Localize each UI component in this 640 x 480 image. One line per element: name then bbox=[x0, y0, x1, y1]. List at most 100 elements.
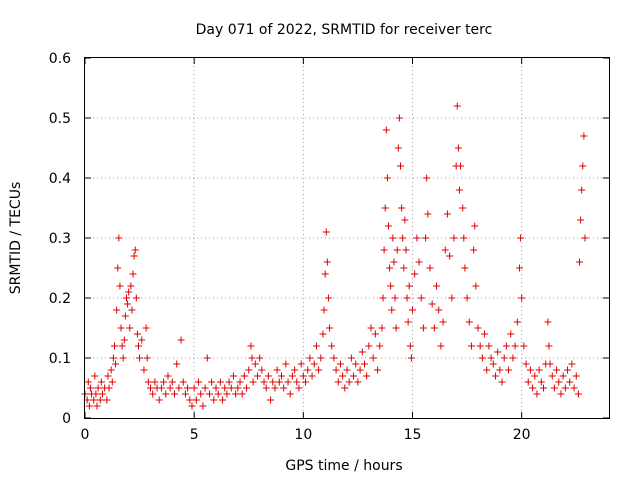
data-point bbox=[559, 372, 567, 380]
data-point bbox=[108, 378, 116, 386]
data-point bbox=[127, 282, 135, 290]
data-point bbox=[164, 372, 172, 380]
data-point bbox=[403, 294, 411, 302]
data-point bbox=[144, 378, 152, 386]
data-point bbox=[507, 330, 515, 338]
data-point bbox=[304, 366, 312, 374]
data-point bbox=[380, 246, 388, 254]
data-point bbox=[171, 390, 179, 398]
data-point bbox=[520, 342, 528, 350]
data-point bbox=[243, 384, 251, 392]
data-point bbox=[160, 378, 168, 386]
data-point bbox=[537, 378, 545, 386]
data-point bbox=[388, 306, 396, 314]
data-point bbox=[419, 324, 427, 332]
data-point bbox=[120, 336, 128, 344]
data-point bbox=[130, 252, 138, 260]
data-point bbox=[347, 354, 355, 362]
data-point bbox=[113, 306, 121, 314]
data-points bbox=[81, 102, 589, 410]
data-point bbox=[393, 246, 401, 254]
data-point bbox=[457, 162, 465, 170]
data-point bbox=[168, 378, 176, 386]
data-point bbox=[306, 354, 314, 362]
data-point bbox=[518, 294, 526, 302]
data-point bbox=[85, 402, 93, 410]
data-point bbox=[330, 354, 338, 362]
data-point bbox=[441, 246, 449, 254]
data-point bbox=[471, 222, 479, 230]
data-point bbox=[332, 366, 340, 374]
y-tick-label: 0.2 bbox=[49, 291, 71, 307]
data-point bbox=[317, 354, 325, 362]
data-point bbox=[382, 126, 390, 134]
data-point bbox=[175, 384, 183, 392]
data-point bbox=[465, 318, 473, 326]
data-point bbox=[214, 390, 222, 398]
data-point bbox=[121, 312, 129, 320]
data-point bbox=[424, 210, 432, 218]
data-point bbox=[133, 330, 141, 338]
data-point bbox=[184, 384, 192, 392]
data-point bbox=[383, 174, 391, 182]
data-point bbox=[350, 372, 358, 380]
data-point bbox=[413, 234, 421, 242]
y-tick-label: 0.4 bbox=[49, 171, 71, 187]
data-point bbox=[384, 222, 392, 230]
data-point bbox=[117, 324, 125, 332]
data-point bbox=[500, 354, 508, 362]
data-point bbox=[461, 264, 469, 272]
data-point bbox=[390, 258, 398, 266]
data-point bbox=[253, 372, 261, 380]
data-point bbox=[517, 234, 525, 242]
data-point bbox=[334, 378, 342, 386]
data-point bbox=[489, 360, 497, 368]
data-point bbox=[114, 264, 122, 272]
data-point bbox=[544, 318, 552, 326]
data-point bbox=[422, 234, 430, 242]
data-point bbox=[540, 384, 547, 392]
data-point bbox=[415, 258, 423, 266]
chart-title: Day 071 of 2022, SRMTID for receiver ter… bbox=[196, 22, 493, 38]
data-point bbox=[208, 378, 216, 386]
data-point bbox=[249, 378, 257, 386]
data-point bbox=[561, 384, 569, 392]
data-point bbox=[526, 366, 534, 374]
data-point bbox=[92, 390, 100, 398]
data-point bbox=[264, 372, 272, 380]
data-point bbox=[402, 246, 410, 254]
data-point bbox=[248, 354, 256, 362]
data-point bbox=[143, 354, 151, 362]
data-point bbox=[94, 384, 102, 392]
data-point bbox=[568, 360, 576, 368]
data-point bbox=[271, 384, 279, 392]
data-point bbox=[548, 372, 556, 380]
data-point bbox=[467, 342, 475, 350]
data-point bbox=[280, 384, 288, 392]
data-point bbox=[221, 384, 229, 392]
data-point bbox=[267, 396, 275, 404]
x-tick-label: 20 bbox=[513, 427, 531, 443]
data-point bbox=[459, 204, 467, 212]
data-point bbox=[109, 354, 117, 362]
data-point bbox=[151, 378, 159, 386]
data-point bbox=[110, 342, 118, 350]
data-point bbox=[107, 366, 115, 374]
data-point bbox=[134, 342, 142, 350]
data-point bbox=[524, 378, 532, 386]
data-point bbox=[124, 300, 132, 308]
data-point bbox=[321, 270, 329, 278]
data-point bbox=[310, 360, 318, 368]
data-point bbox=[223, 390, 231, 398]
data-point bbox=[324, 294, 332, 302]
data-point bbox=[354, 378, 362, 386]
axis-ticks: 0 5 10 15 20 0 0.1 0.2 0.3 0.4 0.5 0.6 bbox=[49, 51, 609, 443]
data-point bbox=[323, 258, 331, 266]
data-point bbox=[491, 372, 499, 380]
data-point bbox=[336, 360, 344, 368]
data-point bbox=[129, 270, 137, 278]
data-point bbox=[112, 360, 120, 368]
data-point bbox=[234, 384, 242, 392]
data-point bbox=[379, 294, 387, 302]
data-point bbox=[352, 360, 360, 368]
